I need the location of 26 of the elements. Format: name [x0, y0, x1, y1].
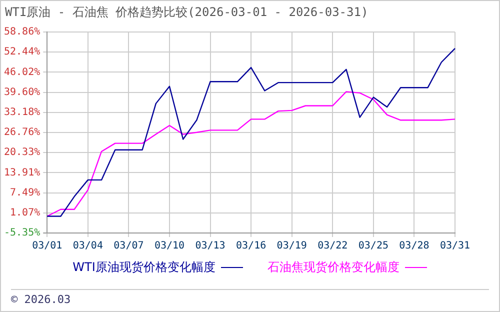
x-tick-label: 03/01: [32, 240, 62, 252]
x-tick-label: 03/28: [399, 240, 430, 252]
y-tick-label: 52.44%: [4, 46, 40, 58]
y-tick-label: 58.86%: [4, 26, 40, 38]
x-tick-label: 03/13: [195, 240, 226, 252]
y-tick-label: 13.91%: [4, 167, 40, 178]
y-tick-label: 20.33%: [4, 147, 40, 158]
x-tick-label: 03/31: [440, 240, 470, 252]
x-tick-label: 03/04: [72, 240, 103, 252]
chart-title: WTI原油 - 石油焦 价格趋势比较(2026-03-01 - 2026-03-31): [5, 4, 368, 21]
x-tick-label: 03/19: [276, 240, 307, 252]
y-tick-label: 1.07%: [10, 207, 40, 218]
x-tick-label: 03/22: [318, 240, 348, 252]
y-tick-label: 7.49%: [10, 187, 40, 198]
y-tick-label: -5.35%: [4, 228, 40, 239]
y-tick-label: 46.02%: [4, 66, 40, 78]
legend-label: WTI原油现货价格变化幅度: [72, 259, 216, 276]
y-tick-label: 33.18%: [4, 106, 40, 118]
x-tick-label: 03/16: [236, 240, 266, 252]
x-tick-label: 03/07: [114, 240, 144, 252]
y-tick-label: 26.76%: [4, 127, 40, 138]
text: © 2026.03: [11, 289, 489, 306]
x-tick-label: 03/25: [358, 240, 388, 252]
y-tick-label: 39.60%: [4, 86, 40, 98]
x-tick-label: 03/10: [154, 240, 185, 252]
legend-label: 石油焦现货价格变化幅度: [267, 259, 400, 276]
